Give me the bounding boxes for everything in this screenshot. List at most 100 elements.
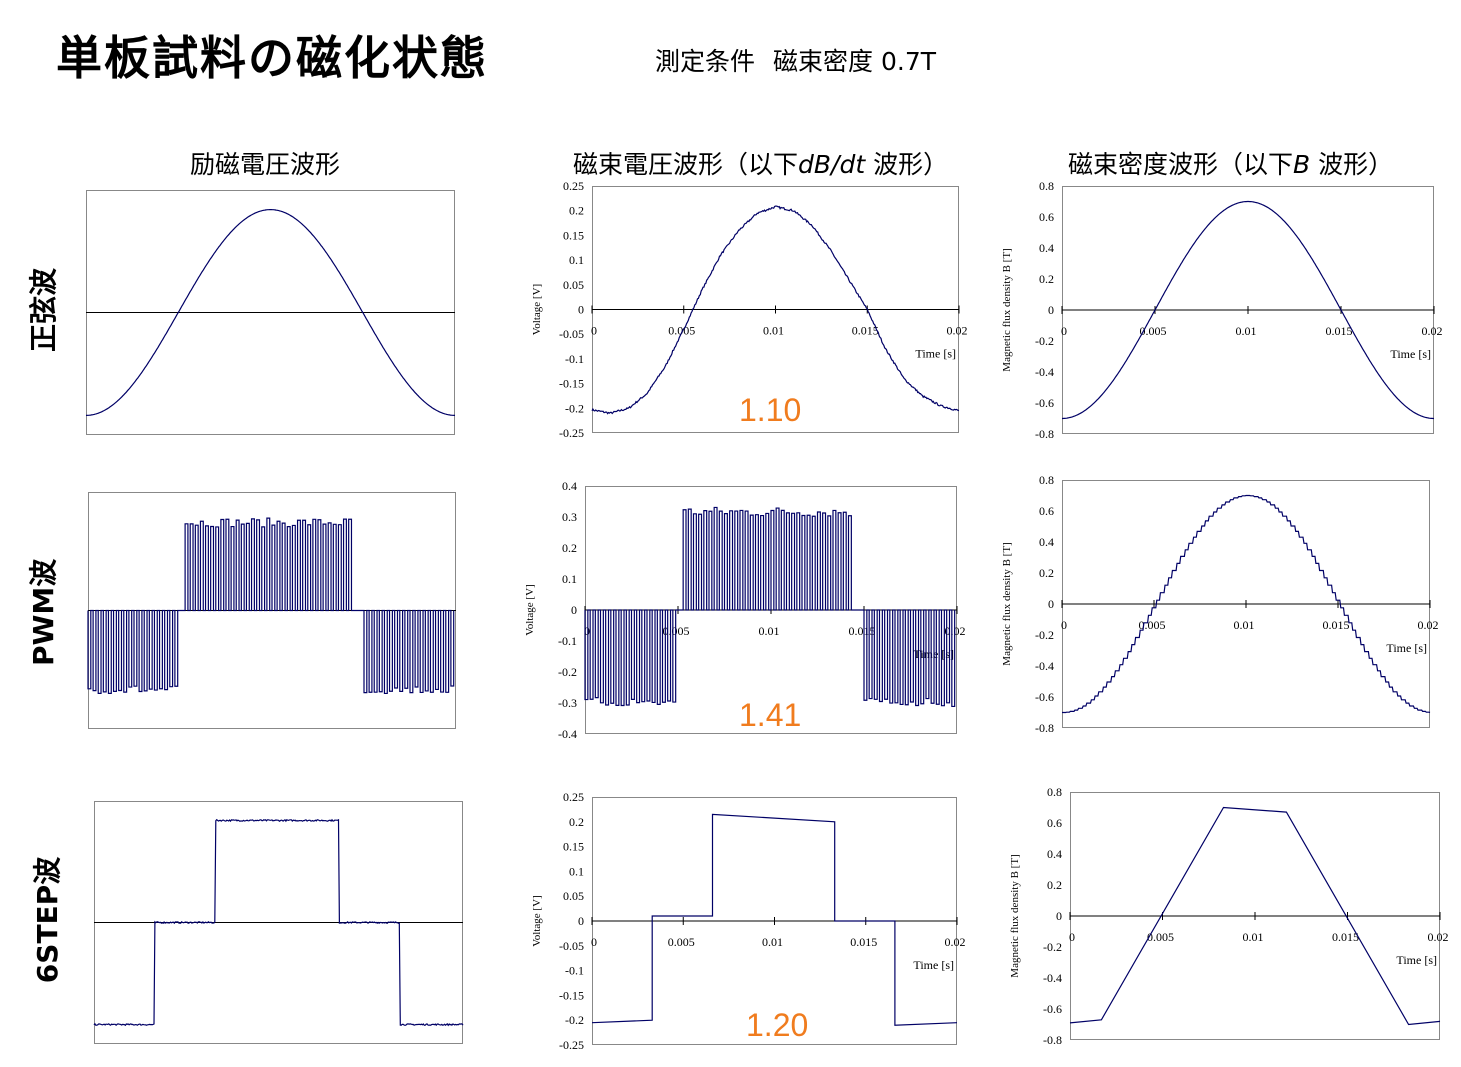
y-tick-label: 0.4 [1047, 847, 1062, 861]
waveform-trace [1062, 494, 1431, 714]
x-tick-label: 0 [584, 624, 590, 638]
x-tick-label: 0.005 [668, 935, 695, 949]
y-tick-label: 0.6 [1047, 816, 1062, 830]
y-tick-label: -0.2 [565, 401, 584, 415]
y-tick-label: -0.4 [1035, 659, 1054, 673]
column-header-flux-voltage-prefix: 磁束電圧波形（以下 [573, 150, 799, 179]
y-tick-label: -0.8 [1035, 427, 1054, 441]
y-tick-label: -0.4 [558, 727, 577, 741]
y-tick-label: -0.8 [1043, 1033, 1062, 1047]
column-header-flux-density-symbol: B [1293, 150, 1311, 179]
x-tick-label: 0.02 [947, 324, 968, 338]
page-title: 単板試料の磁化状態 [56, 31, 488, 85]
waveform-trace [584, 506, 956, 708]
chart-sine-b: 0 0.005 0.01 0.015 0.02 0.8 0.6 0.4 0.2 0 -0.2 -0.4… [1001, 179, 1443, 441]
chart-6step-excitation [93, 801, 464, 1044]
x-tick-label: 0.01 [762, 935, 783, 949]
x-axis-label: Time [s] [1396, 953, 1437, 967]
y-tick-label: 0.6 [1039, 504, 1054, 518]
y-tick-label: -0.05 [559, 939, 584, 953]
x-axis-label: Time [s] [1386, 641, 1427, 655]
y-tick-label: 0.2 [1047, 878, 1062, 892]
y-tick-label: -0.2 [558, 665, 577, 679]
y-tick-label: 0 [1048, 597, 1054, 611]
x-tick-label: 0.015 [1332, 930, 1359, 944]
waveform-ratio-6step: 1.20 [746, 1007, 809, 1043]
column-header-excitation: 励磁電圧波形 [190, 150, 341, 179]
x-tick-label: 0.015 [1326, 324, 1353, 338]
chart-6step-b: 0 0.005 0.01 0.015 0.02 0.8 0.6 0.4 0.2 0 -0.2 -0.4… [1009, 785, 1449, 1047]
measurement-condition: 測定条件 磁束密度 0.7T [655, 42, 954, 78]
x-tick-label: 0 [591, 935, 597, 949]
waveform-trace [87, 517, 455, 695]
y-tick-label: 0.2 [562, 541, 577, 555]
y-tick-label: 0 [571, 603, 577, 617]
x-tick-label: 0.02 [1428, 930, 1449, 944]
x-tick-label: 0.015 [852, 324, 879, 338]
y-tick-label: -0.1 [565, 352, 584, 366]
x-tick-label: 0.01 [763, 324, 784, 338]
y-axis-label: Magnetic flux density B [T] [1009, 854, 1021, 977]
y-tick-label: 0.25 [563, 790, 584, 804]
chart-pwm-b: 0 0.005 0.01 0.015 0.02 0.8 0.6 0.4 0.2 0 -0.2 -0.4… [1001, 473, 1439, 735]
x-tick-label: 0.005 [1140, 324, 1167, 338]
y-tick-label: -0.6 [1043, 1002, 1062, 1016]
waveform-trace [591, 205, 960, 415]
y-tick-label: -0.15 [559, 988, 584, 1002]
y-tick-label: -0.8 [1035, 721, 1054, 735]
y-axis-label: Voltage [V] [531, 895, 543, 946]
y-tick-label: 0 [578, 303, 584, 317]
condition-value: 磁束密度 0.7T [773, 47, 936, 76]
y-tick-label: 0 [578, 914, 584, 928]
y-tick-label: -0.2 [1043, 940, 1062, 954]
y-axis-label: Magnetic flux density B [T] [1001, 248, 1013, 371]
y-tick-label: -0.25 [559, 1038, 584, 1052]
y-tick-label: -0.3 [558, 696, 577, 710]
waveform-trace [93, 818, 464, 1027]
y-axis-label: Voltage [V] [531, 284, 543, 335]
x-tick-label: 0.015 [850, 935, 877, 949]
x-axis-label: Time [s] [915, 347, 956, 361]
y-tick-label: 0.1 [569, 864, 584, 878]
x-tick-label: 0.005 [668, 324, 695, 338]
column-header-flux-density-suffix: 波形） [1318, 150, 1394, 179]
y-tick-label: 0.15 [563, 840, 584, 854]
y-tick-label: 0.2 [1039, 272, 1054, 286]
x-axis-label: Time [s] [913, 958, 954, 972]
y-tick-label: 0.2 [569, 204, 584, 218]
y-tick-label: 0.1 [562, 572, 577, 586]
x-tick-label: 0 [1061, 618, 1067, 632]
y-tick-label: 0.4 [1039, 241, 1054, 255]
x-tick-label: 0.005 [1147, 930, 1174, 944]
x-axis-label: Time [s] [1390, 347, 1431, 361]
y-tick-label: 0.05 [563, 889, 584, 903]
x-tick-label: 0.01 [759, 624, 780, 638]
x-tick-label: 0.02 [945, 935, 966, 949]
y-tick-label: 0.8 [1047, 785, 1062, 799]
y-tick-label: 0.3 [562, 510, 577, 524]
column-header-flux-voltage: 磁束電圧波形（以下dB/dt 波形） [573, 145, 948, 181]
y-tick-label: 0.6 [1039, 210, 1054, 224]
y-tick-label: 0.4 [1039, 535, 1054, 549]
column-header-flux-density: 磁束密度波形（以下B 波形） [1068, 145, 1393, 181]
row-label-pwm: PWM波 [27, 558, 60, 666]
y-tick-label: -0.15 [559, 377, 584, 391]
y-tick-label: -0.2 [1035, 334, 1054, 348]
y-tick-label: 0.4 [562, 479, 577, 493]
x-tick-label: 0.005 [1139, 618, 1166, 632]
waveform-trace [1069, 806, 1441, 1026]
row-label-6step: 6STEP波 [31, 856, 64, 984]
x-tick-label: 0.01 [1234, 618, 1255, 632]
y-tick-label: -0.4 [1035, 365, 1054, 379]
x-tick-label: 0 [591, 324, 597, 338]
column-header-flux-voltage-suffix: 波形） [873, 150, 949, 179]
x-tick-label: 0.015 [1323, 618, 1350, 632]
y-tick-label: 0.8 [1039, 179, 1054, 193]
y-tick-label: -0.6 [1035, 690, 1054, 704]
y-tick-label: -0.05 [559, 327, 584, 341]
chart-pwm-dbdt: 0 0.005 0.01 0.015 0.020.40.30.20.10-0.1-0.2… [524, 479, 966, 741]
y-axis-label: Magnetic flux density B [T] [1001, 542, 1013, 665]
column-header-flux-voltage-symbol: dB/dt [798, 150, 866, 179]
y-tick-label: 0.05 [563, 278, 584, 292]
x-tick-label: 0 [1069, 930, 1075, 944]
